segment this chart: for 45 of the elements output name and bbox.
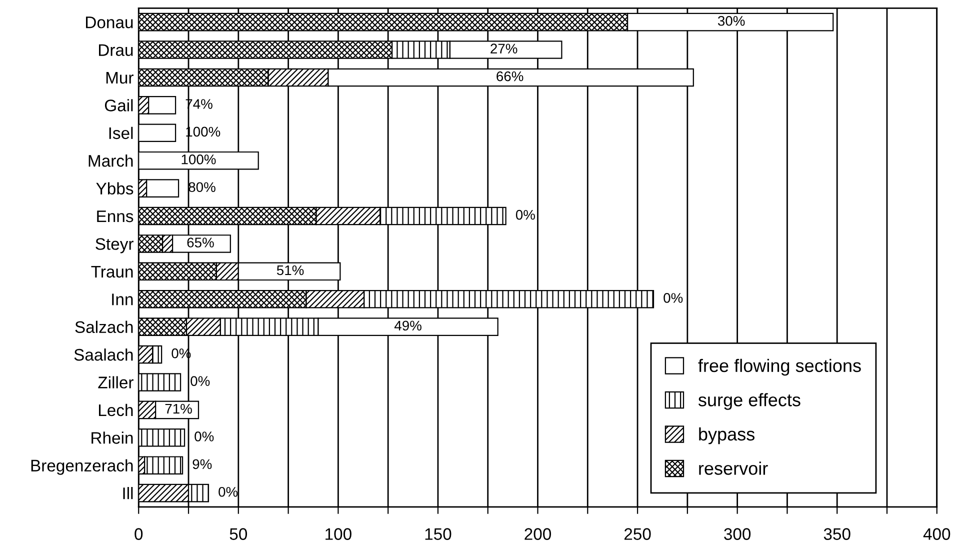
- y-tick-label: Drau: [99, 44, 133, 56]
- y-tick-label: Ziller: [98, 376, 134, 388]
- y-tick-label: Bregenzerach: [31, 459, 133, 475]
- y-tick-label: Salzach: [75, 320, 133, 334]
- y-tick-label: Rhein: [92, 432, 133, 444]
- annotation: 66%: [496, 71, 524, 82]
- x-tick-label: 250: [624, 528, 651, 540]
- y-tick-label: Traun: [91, 266, 133, 278]
- x-tick-label: 400: [923, 528, 950, 540]
- y-tick-label: Ybbs: [96, 182, 134, 194]
- annotation: 0%: [194, 432, 214, 442]
- annotation: 0%: [664, 293, 683, 303]
- y-tick-label: Enns: [97, 210, 134, 222]
- y-tick-label: Saalach: [74, 348, 133, 361]
- annotation: 80%: [188, 182, 216, 192]
- annotation: 9%: [192, 459, 212, 470]
- x-tick-label: 0: [134, 528, 143, 540]
- x-tick-label: 100: [326, 528, 352, 540]
- annotation: 49%: [394, 320, 422, 331]
- annotation: 65%: [187, 238, 214, 248]
- legend-label: reservoir: [699, 462, 768, 475]
- annotation: 71%: [165, 404, 192, 414]
- annotation: 30%: [718, 16, 745, 26]
- annotation: 51%: [276, 265, 304, 276]
- y-tick-label: Ill: [123, 487, 133, 500]
- y-tick-label: Inn: [112, 294, 133, 306]
- x-tick-label: 50: [230, 528, 248, 540]
- legend-label: bypass: [699, 427, 755, 444]
- y-tick-label: Lech: [98, 404, 133, 416]
- y-tick-label: March: [88, 154, 133, 167]
- y-tick-label: Gail: [104, 99, 133, 112]
- y-tick-label: Donau: [86, 16, 133, 28]
- annotation: 100%: [182, 154, 216, 164]
- y-tick-label: Steyr: [96, 238, 134, 254]
- annotation: 0%: [516, 210, 535, 220]
- x-tick-label: 350: [824, 528, 850, 540]
- x-tick-label: 300: [724, 528, 751, 540]
- annotation: 0%: [190, 376, 210, 386]
- annotation: 27%: [490, 44, 518, 54]
- y-tick-label: Mur: [106, 72, 134, 84]
- y-tick-label: Isel: [109, 126, 133, 140]
- x-tick-label: 150: [425, 528, 452, 540]
- legend-label: surge effects: [698, 393, 800, 410]
- x-tick-label: 200: [524, 528, 552, 540]
- legend-label: free flowing sections: [698, 358, 861, 376]
